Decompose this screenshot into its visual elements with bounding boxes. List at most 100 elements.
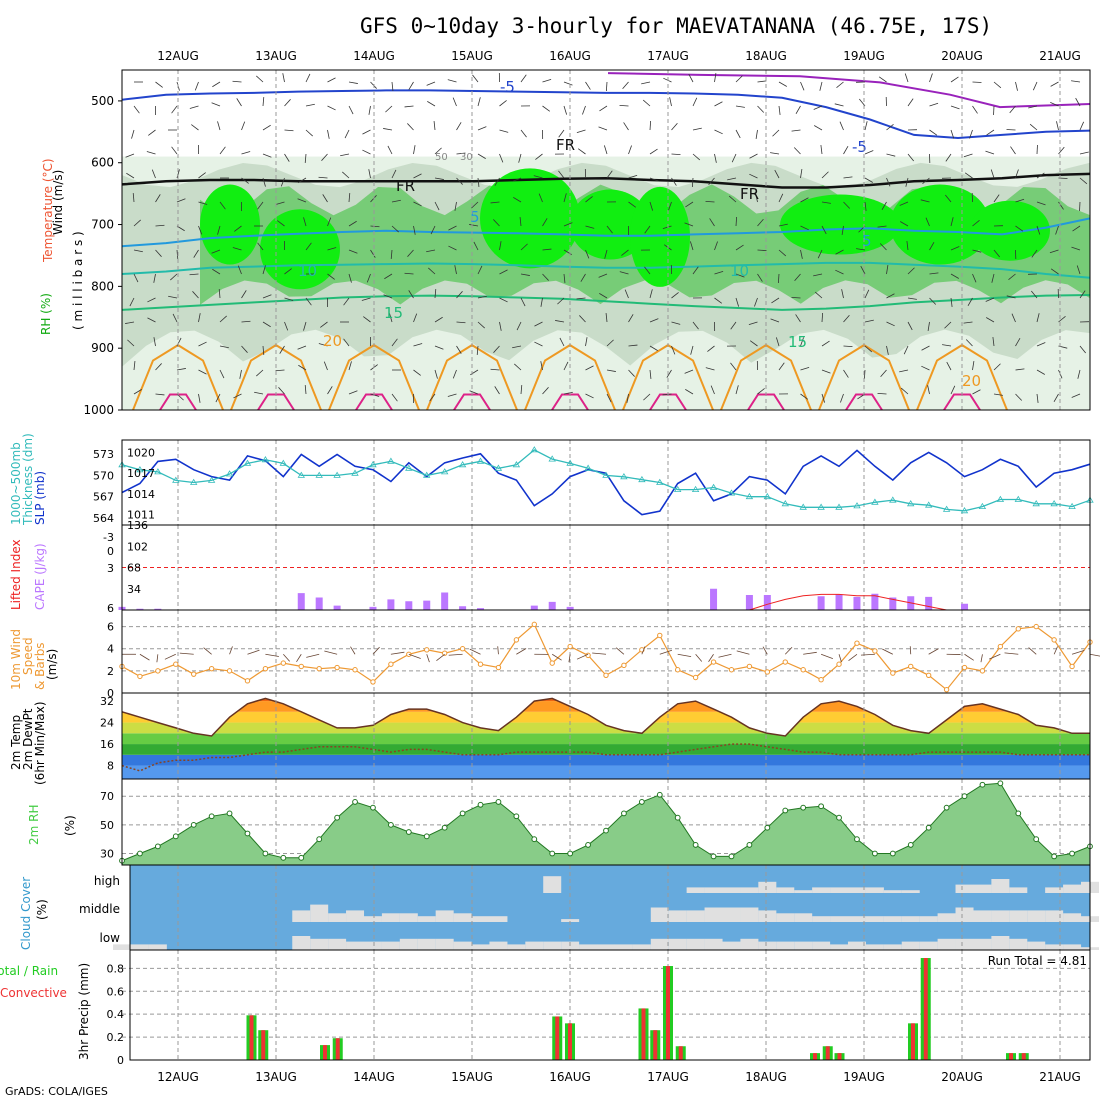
wind-barb bbox=[155, 81, 163, 88]
wind-speed-marker bbox=[441, 650, 448, 656]
rh-marker bbox=[925, 824, 932, 831]
contour-label: 15 bbox=[788, 333, 807, 351]
thickness-marker bbox=[763, 492, 772, 500]
wind-barb bbox=[821, 312, 824, 323]
wind-bg bbox=[122, 610, 1090, 693]
wind-barb bbox=[945, 153, 952, 162]
wind-barb bbox=[1053, 393, 1059, 402]
wind-barb bbox=[886, 153, 896, 157]
cloud-cell bbox=[937, 938, 956, 950]
wind-barb bbox=[241, 177, 249, 184]
wind-barb bbox=[477, 321, 485, 329]
cloud-cell bbox=[776, 887, 795, 893]
wind-barb bbox=[800, 366, 810, 371]
cloud-cell bbox=[453, 913, 472, 922]
wind-barb bbox=[821, 340, 830, 347]
wind-barb bbox=[643, 393, 651, 401]
thickness-marker bbox=[351, 469, 359, 476]
run-total-label: Run Total = 4.81 bbox=[988, 954, 1087, 968]
wind-barb bbox=[284, 99, 291, 107]
date-label-bottom: 14AUG bbox=[353, 1070, 395, 1084]
temp-tick: 16 bbox=[100, 738, 114, 751]
wind-barb bbox=[886, 177, 891, 187]
wind-speed-marker bbox=[782, 659, 788, 665]
wind-barb bbox=[407, 249, 414, 257]
wind-barb bbox=[189, 273, 199, 276]
wind-barb bbox=[219, 345, 229, 349]
wind-barb bbox=[835, 269, 844, 275]
rh-marker bbox=[674, 814, 681, 821]
cloud-cell bbox=[812, 887, 831, 893]
wind-barb bbox=[604, 249, 608, 259]
thick-label-1: 1000~500mb bbox=[9, 442, 23, 525]
wind-barb bbox=[448, 245, 457, 251]
contour-label: 5 bbox=[862, 232, 872, 250]
wind-barb bbox=[1028, 105, 1038, 109]
wind-barb bbox=[298, 177, 307, 184]
wind-barb bbox=[985, 297, 995, 302]
wind-barb bbox=[843, 146, 849, 155]
thickness-marker bbox=[602, 471, 610, 478]
cloud-cell bbox=[686, 938, 705, 950]
wind-barb bbox=[671, 122, 678, 131]
precip-bg bbox=[130, 950, 1090, 1060]
wind-barb bbox=[843, 345, 853, 348]
li-label: Lifted Index bbox=[9, 539, 23, 610]
cape-tick: 68 bbox=[127, 562, 141, 575]
rh-marker bbox=[656, 791, 663, 798]
wind-barb bbox=[728, 195, 737, 203]
cloud-cell bbox=[830, 916, 849, 922]
date-label-bottom: 17AUG bbox=[647, 1070, 689, 1084]
wind-barb bbox=[628, 369, 635, 377]
thickness-marker bbox=[1032, 500, 1040, 507]
wind-barb bbox=[649, 148, 658, 155]
wind-barb bbox=[305, 73, 311, 83]
cloud-bg bbox=[130, 865, 1090, 950]
wind-barb bbox=[368, 105, 371, 115]
wind-barb bbox=[714, 129, 723, 135]
wind-speed-marker bbox=[495, 664, 502, 671]
wind-barb bbox=[413, 225, 416, 235]
wind-barb-10m bbox=[408, 653, 421, 659]
wind-barb bbox=[456, 122, 462, 131]
y-tick-upper: 700 bbox=[91, 218, 114, 232]
cloud-cell bbox=[704, 938, 723, 950]
wind-barb bbox=[132, 192, 135, 203]
wind-barb bbox=[563, 273, 566, 283]
rh-cell-90 bbox=[630, 186, 690, 287]
wind-barb bbox=[413, 145, 416, 155]
wind-barb bbox=[990, 169, 995, 179]
wind-barb bbox=[599, 293, 608, 299]
wind-barb-10m bbox=[516, 648, 527, 655]
wind-barb bbox=[542, 387, 549, 395]
rh-cell-90 bbox=[970, 200, 1050, 261]
wind-barb bbox=[125, 321, 135, 324]
wind-barb bbox=[262, 345, 265, 356]
wind-barb bbox=[284, 153, 290, 162]
wind-barb bbox=[800, 337, 804, 347]
thickness-marker bbox=[727, 489, 736, 496]
wind-barb bbox=[585, 225, 595, 229]
rh-marker bbox=[871, 850, 878, 857]
wind-barb bbox=[361, 297, 371, 301]
wind-barb bbox=[348, 81, 358, 84]
wind-barb bbox=[176, 198, 186, 203]
rh-marker bbox=[370, 804, 376, 811]
thickness-marker bbox=[243, 459, 252, 466]
wind-barb bbox=[814, 125, 823, 131]
rh-marker bbox=[459, 810, 466, 817]
wind-barb-10m bbox=[1053, 646, 1058, 655]
wind-barb bbox=[899, 201, 909, 206]
thickness-marker bbox=[369, 461, 377, 468]
wind-barb bbox=[198, 341, 207, 347]
upper-rh-label: RH (%) bbox=[39, 293, 53, 335]
wind-barb bbox=[580, 273, 586, 282]
wind-barb bbox=[211, 249, 221, 254]
rh-marker bbox=[549, 850, 556, 857]
precip-bar-convective bbox=[911, 1023, 915, 1060]
wind-barb bbox=[755, 129, 758, 139]
rh-marker bbox=[190, 821, 197, 828]
wind-barb bbox=[649, 318, 659, 323]
wind-barb-10m bbox=[964, 653, 974, 661]
precip-tick: 0.6 bbox=[107, 985, 125, 998]
